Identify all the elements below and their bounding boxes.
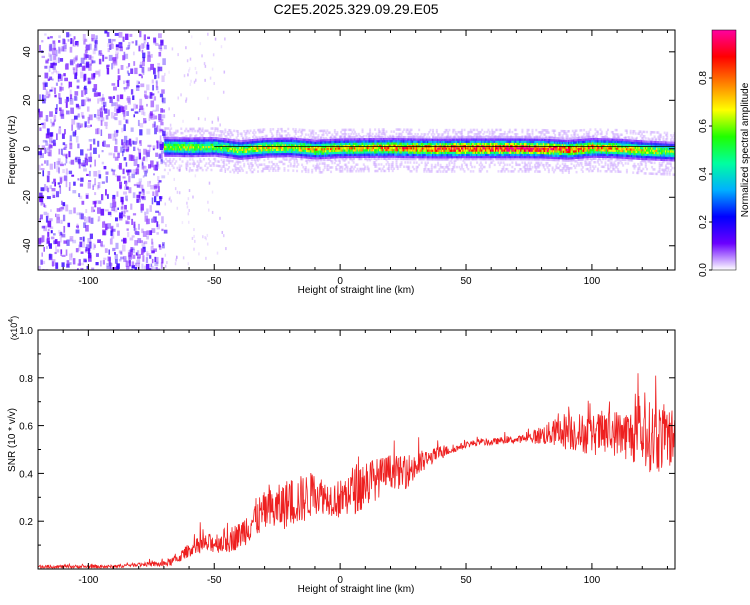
spectrogram-y-tick-label: -40 xyxy=(22,238,33,253)
spectrogram-y-tick-label: 40 xyxy=(22,46,33,58)
spectrogram-x-tick-label: -50 xyxy=(207,276,222,287)
spectrogram-x-tick-label: 50 xyxy=(460,276,472,287)
spectrogram-x-tick-label: -100 xyxy=(78,276,98,287)
spectrogram-x-axis-label: Height of straight line (km) xyxy=(298,285,415,296)
snr-x-axis-label: Height of straight line (km) xyxy=(298,584,415,595)
colorbar-tick-label: 0.8 xyxy=(698,71,709,85)
snr-frame xyxy=(38,330,675,569)
chart-title: C2E5.2025.329.09.29.E05 xyxy=(273,1,438,17)
snr-x-tick-label: 50 xyxy=(460,575,472,586)
colorbar-tick-label: 0.6 xyxy=(698,119,709,133)
snr-y-tick-label: 0.6 xyxy=(19,422,33,433)
spectrogram-heatmap xyxy=(38,31,677,276)
snr-y-tick-label: 0.8 xyxy=(19,374,33,385)
snr-y-tick-label: 0.2 xyxy=(19,517,33,528)
colorbar-tick-label: 0.2 xyxy=(698,215,709,229)
colorbar xyxy=(712,30,736,270)
colorbar-ticks: 0.0 0.2 0.4 0.6 0.8 xyxy=(698,71,712,277)
snr-x-tick-label: -100 xyxy=(78,575,98,586)
snr-y-tick-label: 1.0 xyxy=(19,326,33,337)
spectrogram-y-axis-label: Frequency (Hz) xyxy=(7,116,18,185)
snr-series-line xyxy=(38,373,675,568)
spectrogram-y-tick-label: -20 xyxy=(22,190,33,205)
colorbar-tick-label: 0.4 xyxy=(698,167,709,181)
colorbar-label: Normalized spectral amplitude xyxy=(740,82,750,217)
colorbar-tick-label: 0.0 xyxy=(698,263,709,277)
snr-multiplier-label: (x104) xyxy=(8,316,19,340)
snr-x-tick-label: -50 xyxy=(207,575,222,586)
spectrogram-y-tick-label: 0 xyxy=(22,146,33,152)
snr-x-tick-label: 100 xyxy=(584,575,601,586)
spectrogram-x-tick-label: 100 xyxy=(584,276,601,287)
snr-y-tick-label: 0.4 xyxy=(19,469,33,480)
snr-y-axis-label: SNR (10 * v/v) xyxy=(7,408,18,472)
spectrogram-y-tick-label: 20 xyxy=(22,94,33,106)
